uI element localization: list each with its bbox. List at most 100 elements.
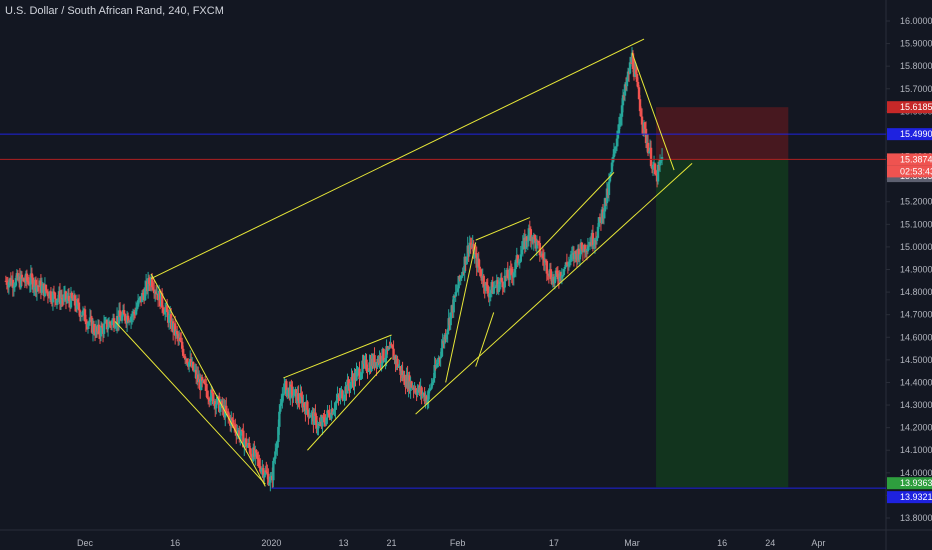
stop-loss-zone[interactable] bbox=[656, 107, 789, 160]
candle-body bbox=[140, 293, 144, 303]
candle-body bbox=[564, 262, 568, 268]
candle-body bbox=[529, 229, 533, 242]
candle-body bbox=[441, 340, 444, 349]
candle-body bbox=[272, 460, 275, 481]
candle-body bbox=[238, 430, 241, 439]
candle-body bbox=[502, 287, 505, 289]
candle-body bbox=[137, 299, 141, 301]
candle-body bbox=[516, 255, 519, 264]
horizontal-lines[interactable] bbox=[0, 133, 886, 489]
candle-body bbox=[314, 412, 317, 416]
price-tags: 15.6185015.4990815.3874015.3665013.93637… bbox=[887, 101, 932, 504]
candle-body bbox=[265, 470, 268, 473]
candle-body bbox=[28, 284, 32, 286]
price-tick-label: 16.00000 bbox=[900, 16, 932, 26]
candle-body bbox=[221, 400, 224, 409]
price-tag-label: 15.49908 bbox=[900, 129, 932, 139]
candle-body bbox=[457, 275, 460, 289]
candle-body bbox=[280, 402, 283, 406]
trendline-1[interactable] bbox=[150, 38, 645, 279]
trendlines[interactable] bbox=[114, 38, 693, 487]
trendline-10[interactable] bbox=[529, 172, 615, 261]
trendline-3[interactable] bbox=[114, 321, 266, 485]
price-axis[interactable]: 16.0000015.9000015.8000015.7000015.60000… bbox=[886, 16, 932, 523]
candle-body bbox=[384, 357, 387, 361]
candle-body bbox=[580, 242, 584, 250]
candle-body bbox=[165, 305, 169, 313]
candle-body bbox=[380, 363, 383, 365]
candle-body bbox=[147, 278, 151, 284]
candle-body bbox=[218, 396, 221, 412]
price-tag-label: 13.93217 bbox=[900, 492, 932, 502]
candle-body bbox=[112, 318, 116, 328]
candle-body bbox=[623, 84, 627, 96]
candle-body bbox=[379, 355, 382, 364]
candle-body bbox=[56, 298, 60, 301]
candle-body bbox=[151, 287, 155, 290]
price-tick-label: 15.70000 bbox=[900, 84, 932, 94]
candle-body bbox=[544, 260, 548, 262]
candle-body bbox=[136, 300, 140, 307]
candle-body bbox=[376, 358, 379, 368]
candle-body bbox=[513, 268, 516, 273]
position-zones[interactable] bbox=[656, 107, 789, 488]
trendline-4[interactable] bbox=[283, 334, 392, 379]
candle-body bbox=[421, 394, 424, 396]
candle-body bbox=[577, 248, 581, 260]
candle-body bbox=[290, 384, 293, 387]
candle-body bbox=[254, 450, 257, 457]
candle-body bbox=[508, 268, 511, 280]
trendline-2[interactable] bbox=[150, 273, 266, 487]
candle-body bbox=[255, 450, 258, 453]
time-axis[interactable]: Dec 16 2020 13 21 Feb 17 Mar 16 24 Apr bbox=[77, 538, 825, 548]
trendline-5[interactable] bbox=[307, 357, 392, 451]
candle-body bbox=[459, 276, 462, 280]
trendline-8[interactable] bbox=[475, 312, 495, 367]
candle-body bbox=[390, 344, 393, 346]
candle-body bbox=[249, 448, 252, 455]
take-profit-zone[interactable] bbox=[656, 159, 789, 488]
candle-body bbox=[468, 242, 471, 254]
trendline-9[interactable] bbox=[475, 217, 531, 241]
candle-body bbox=[207, 397, 210, 399]
candle-body bbox=[597, 217, 601, 227]
candle-body bbox=[608, 176, 612, 182]
candle-body bbox=[293, 389, 296, 396]
candle-body bbox=[561, 275, 565, 277]
candle-body bbox=[525, 236, 529, 242]
candle-body bbox=[32, 287, 36, 290]
candle-body bbox=[126, 315, 130, 323]
candle-body bbox=[130, 315, 134, 317]
candle-body bbox=[266, 472, 269, 474]
candle-body bbox=[586, 246, 590, 252]
candle-body bbox=[135, 306, 139, 310]
candle-body bbox=[187, 362, 191, 367]
candle-body bbox=[339, 392, 342, 399]
trendline-11[interactable] bbox=[631, 52, 675, 171]
candle-body bbox=[322, 416, 325, 418]
candle-body bbox=[132, 311, 136, 314]
time-tick-label: 16 bbox=[717, 538, 727, 548]
trendline-6[interactable] bbox=[415, 162, 693, 415]
candle-body bbox=[391, 345, 394, 349]
candle-body bbox=[327, 410, 330, 413]
candle-body bbox=[263, 475, 266, 478]
candle-body bbox=[503, 275, 506, 288]
candle-body bbox=[573, 251, 577, 260]
candle-body bbox=[497, 284, 500, 293]
candle-body bbox=[489, 290, 492, 294]
trendline-7[interactable] bbox=[445, 242, 477, 383]
candle-body bbox=[181, 348, 185, 356]
candle-body bbox=[435, 363, 438, 368]
candle-body bbox=[410, 381, 413, 388]
candle-body bbox=[542, 257, 546, 263]
candle-body bbox=[259, 466, 262, 472]
candle-body bbox=[347, 379, 350, 386]
candle-body bbox=[323, 417, 326, 423]
candle-body bbox=[206, 390, 209, 398]
candle-body bbox=[613, 147, 617, 150]
candle-body bbox=[506, 269, 509, 279]
candle-body bbox=[591, 232, 595, 246]
